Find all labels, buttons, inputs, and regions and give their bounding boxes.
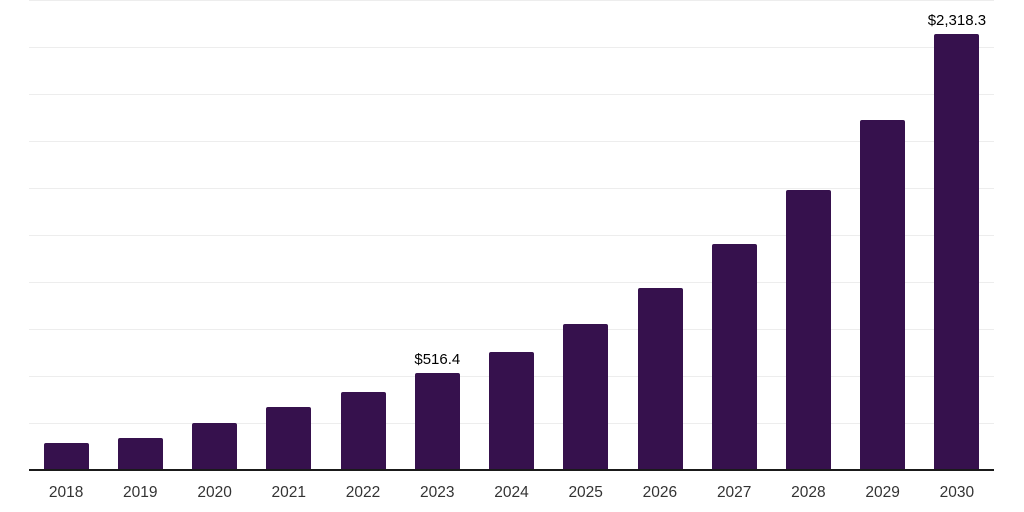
x-axis-label-2019: 2019 xyxy=(123,484,158,501)
bar-2024 xyxy=(489,351,534,470)
x-axis-label-2027: 2027 xyxy=(716,484,752,501)
bar-2023 xyxy=(414,372,460,470)
x-axis-label-2021: 2021 xyxy=(271,484,307,501)
gridline xyxy=(29,188,994,189)
bar-2028 xyxy=(785,189,831,470)
bar-2019 xyxy=(117,437,163,470)
gridline xyxy=(29,329,994,330)
x-axis-label-2023: 2023 xyxy=(420,484,455,501)
bar-2025 xyxy=(563,323,609,470)
x-axis-labels: 2018 2019 2020 2021 2022 2023 2024 2025 2026 2027… xyxy=(29,485,994,505)
gridline xyxy=(29,0,994,1)
gridline xyxy=(29,94,994,95)
bar-2027 xyxy=(711,243,757,470)
x-axis-label-2022: 2022 xyxy=(345,484,381,501)
bar-2030 xyxy=(934,34,980,470)
bar-2022 xyxy=(340,392,386,470)
gridline xyxy=(29,141,994,142)
bar-2029 xyxy=(860,120,906,470)
bar-2026 xyxy=(637,287,683,470)
value-label-2030: $2,318.3 xyxy=(927,12,987,30)
gridline xyxy=(29,235,994,236)
value-label-2023: $516.4 xyxy=(414,350,461,368)
x-axis-line xyxy=(29,469,994,471)
x-axis-label-2026: 2026 xyxy=(642,484,678,501)
x-axis-label-2025: 2025 xyxy=(568,484,603,501)
gridline xyxy=(29,282,994,283)
x-axis-label-2029: 2029 xyxy=(865,484,900,501)
x-axis-label-2024: 2024 xyxy=(494,484,529,501)
gridline xyxy=(29,47,994,48)
x-axis-label-2030: 2030 xyxy=(939,484,975,501)
x-axis-label-2018: 2018 xyxy=(48,484,84,501)
bar-2020 xyxy=(192,423,238,470)
bar-2018 xyxy=(43,442,89,470)
x-axis-label-2020: 2020 xyxy=(197,484,232,501)
bar-2021 xyxy=(266,407,312,470)
plot-area: $516.4 $2,318.3 xyxy=(29,0,994,471)
x-axis-label-2028: 2028 xyxy=(791,484,826,501)
